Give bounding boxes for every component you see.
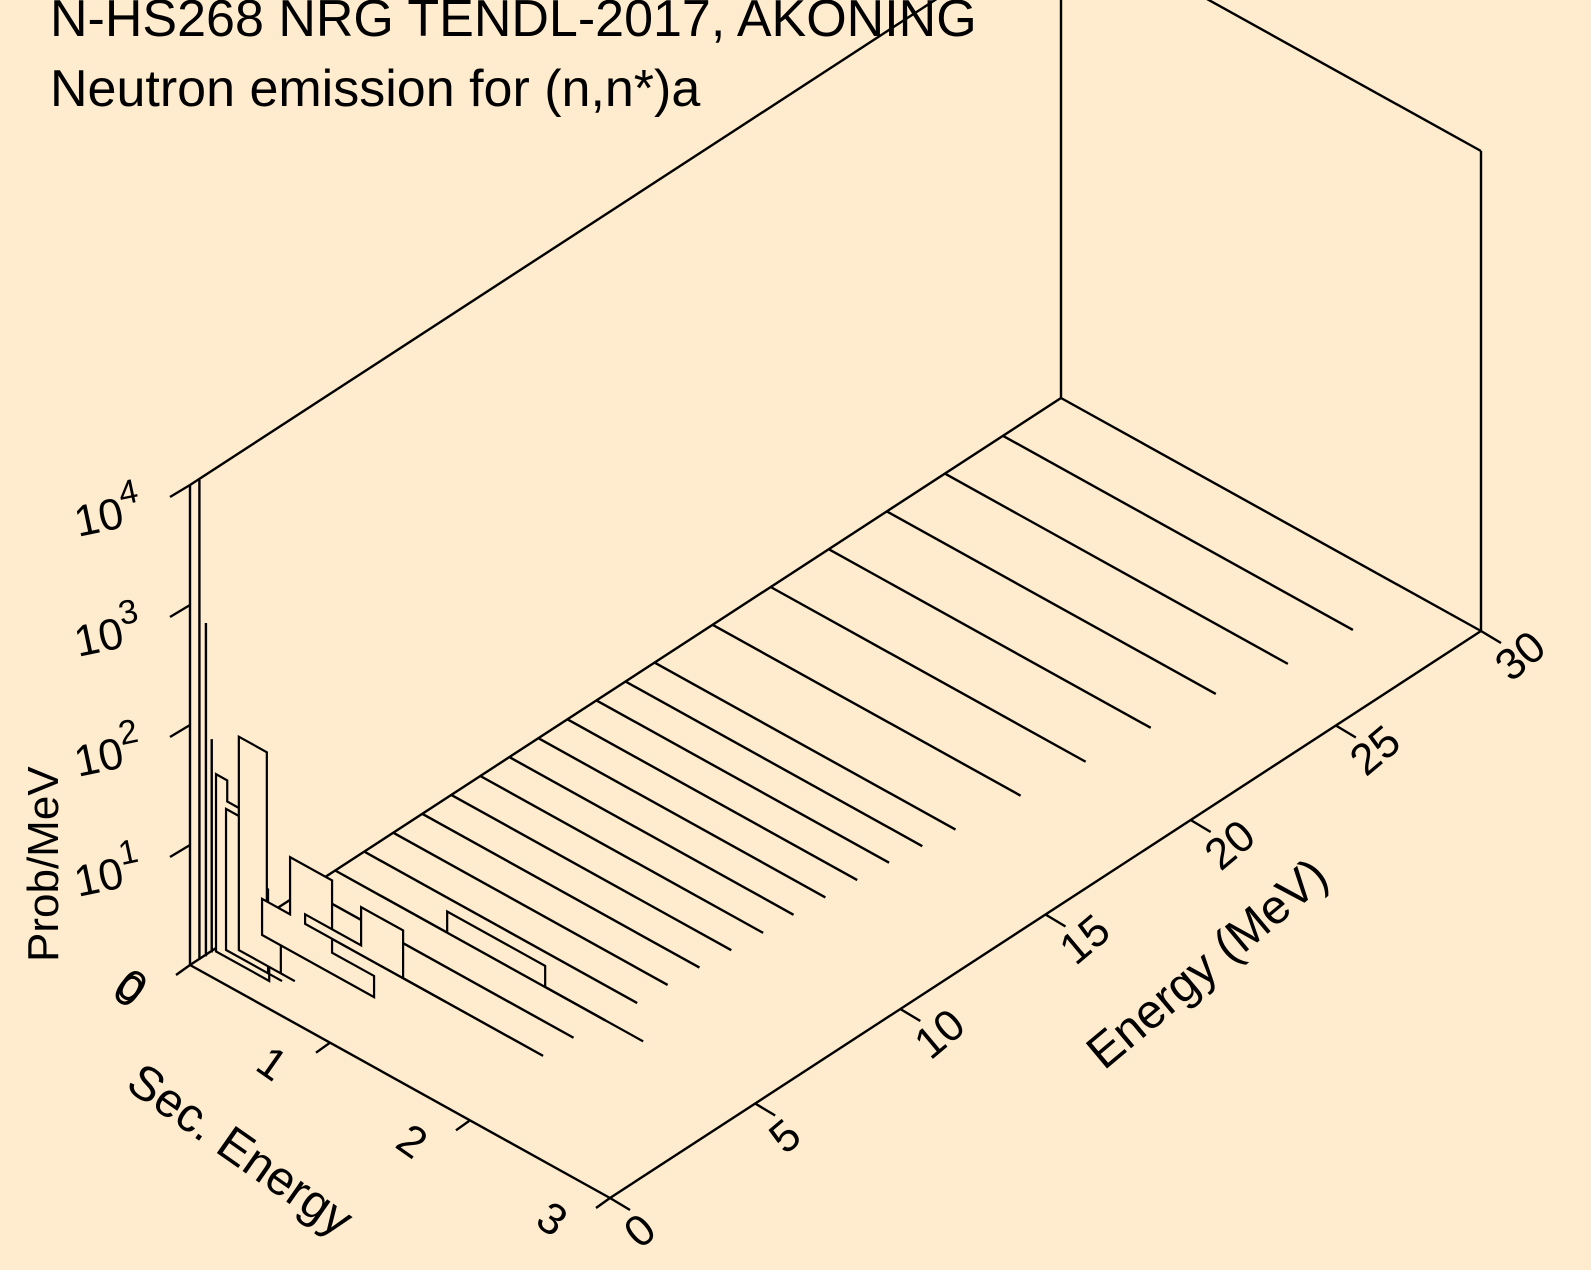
- energy-trace: [566, 718, 858, 882]
- far-top-edge: [1206, 0, 1482, 153]
- z-axis-label: Prob/MeV: [19, 766, 68, 962]
- energy-tick-label: 15: [1050, 905, 1119, 974]
- far-floor-edge: [1060, 396, 1482, 633]
- spectra-group: [198, 479, 644, 1043]
- energy-trace: [653, 661, 957, 831]
- energy-trace: [944, 472, 1289, 665]
- spectrum-histogram: [304, 905, 446, 1003]
- energy-trace: [770, 585, 1087, 763]
- energy-tick: [1335, 724, 1357, 739]
- energy-trace: [828, 548, 1152, 729]
- prob-zero-label: 0: [104, 964, 152, 1018]
- sec-energy-tick-label: 3: [528, 1192, 576, 1246]
- prob-tick: [169, 483, 191, 499]
- prob-tick: [169, 843, 191, 859]
- energy-tick: [754, 1102, 776, 1117]
- energy-tick-label: 0: [615, 1204, 665, 1257]
- energy-trace: [421, 812, 701, 969]
- energy-trace: [886, 510, 1217, 695]
- sec-energy-axis: [189, 963, 611, 1200]
- energy-traces: [276, 434, 1354, 1057]
- sec-energy-tick: [175, 964, 191, 976]
- energy-trace: [392, 831, 669, 986]
- x-axis-label: Sec. Energy: [118, 1054, 363, 1247]
- energy-trace: [508, 756, 795, 916]
- back-top-edge: [189, 0, 938, 487]
- y-axis-label: Energy (MeV): [1077, 849, 1338, 1080]
- sec-energy-tick: [315, 1041, 331, 1054]
- energy-trace: [479, 774, 764, 934]
- sec-energy-tick: [595, 1197, 611, 1209]
- energy-tick-label: 25: [1341, 716, 1410, 785]
- sec-energy-tick: [455, 1119, 471, 1132]
- chart-subtitle: Neutron emission for (n,n*)a: [50, 60, 700, 118]
- energy-trace: [1002, 434, 1354, 632]
- energy-trace: [624, 680, 923, 848]
- chart-title: N-HS268 NRG TENDL-2017, AKONING: [50, 0, 977, 48]
- energy-tick-label: 20: [1196, 811, 1265, 880]
- plot-frame: [188, 0, 1483, 1200]
- prob-tick-label: 103: [67, 592, 146, 667]
- prob-tick: [169, 723, 191, 739]
- energy-tick: [1190, 818, 1212, 834]
- sec-energy-tick-label: 2: [388, 1114, 436, 1168]
- energy-tick: [1480, 629, 1502, 645]
- prob-tick-label: 104: [67, 472, 146, 547]
- energy-trace: [537, 737, 826, 899]
- spectrum-histogram: [376, 892, 644, 1043]
- energy-tick-label: 10: [905, 1000, 974, 1069]
- energy-trace: [595, 699, 890, 864]
- prob-tick-label: 102: [67, 712, 146, 787]
- energy-trace: [305, 888, 575, 1039]
- energy-tick: [1044, 913, 1067, 928]
- energy-tick: [609, 1196, 631, 1212]
- prob-tick-label: 101: [67, 832, 146, 907]
- prob-tick: [169, 603, 191, 619]
- energy-tick: [899, 1007, 921, 1023]
- sec-energy-tick-label: 1: [248, 1037, 296, 1091]
- energy-tick-label: 5: [760, 1110, 810, 1163]
- energy-trace: [712, 623, 1022, 797]
- energy-tick-label: 30: [1486, 622, 1555, 691]
- energy-trace: [363, 850, 638, 1005]
- energy-trace: [450, 793, 732, 952]
